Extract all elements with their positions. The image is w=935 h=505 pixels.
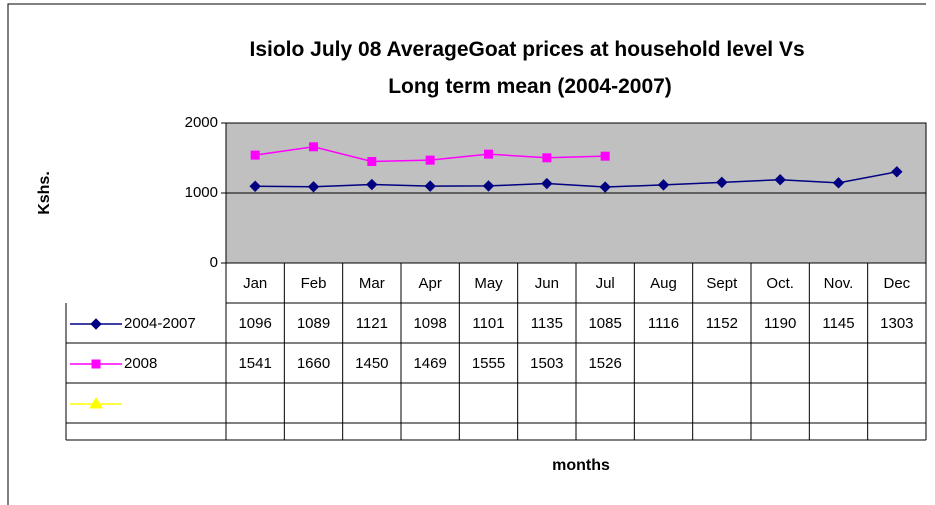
table-value: 1450 xyxy=(355,355,388,372)
marker xyxy=(484,149,493,159)
series-line xyxy=(255,171,897,188)
legend-label: 2008 xyxy=(124,355,157,372)
y-tick-label: 0 xyxy=(210,254,218,271)
x-tick-label: Jan xyxy=(243,275,267,292)
y-tick-label: 1000 xyxy=(185,184,218,201)
marker xyxy=(367,157,377,166)
x-tick-label: Nov. xyxy=(824,275,854,292)
table-value: 1116 xyxy=(648,315,679,332)
marker xyxy=(309,142,318,152)
table-value: 1096 xyxy=(238,315,271,332)
x-tick-label: May xyxy=(474,275,503,292)
table-value: 1503 xyxy=(530,355,563,372)
table-value: 1145 xyxy=(822,315,854,332)
marker xyxy=(891,166,903,178)
marker xyxy=(90,318,102,330)
marker xyxy=(599,181,611,193)
chart-border xyxy=(7,3,926,505)
marker xyxy=(542,153,552,163)
marker xyxy=(600,151,610,161)
marker xyxy=(832,177,845,189)
marker xyxy=(249,180,261,192)
table-value: 1152 xyxy=(706,315,738,332)
marker xyxy=(541,177,553,190)
marker xyxy=(366,178,378,191)
table-value: 1555 xyxy=(472,355,505,372)
table-value: 1660 xyxy=(297,355,330,372)
table-value: 1101 xyxy=(472,315,504,332)
table-value: 1303 xyxy=(880,315,913,332)
marker xyxy=(91,359,101,369)
title-line: Isiolo July 08 AverageGoat prices at hou… xyxy=(250,38,805,61)
marker xyxy=(716,176,728,189)
table-value: 1098 xyxy=(413,315,446,332)
y-tick-label: 2000 xyxy=(185,114,218,131)
table-value: 1469 xyxy=(413,355,446,372)
y-axis-label: Kshs. xyxy=(36,171,53,215)
marker xyxy=(482,180,495,192)
x-tick-label: Jul xyxy=(596,275,615,292)
x-axis-label: months xyxy=(552,457,610,474)
x-tick-label: Sept xyxy=(706,275,738,292)
table-value: 1121 xyxy=(356,315,388,332)
x-tick-label: Apr xyxy=(418,275,441,292)
x-tick-label: Dec xyxy=(883,275,910,292)
marker xyxy=(774,173,786,186)
table-value: 1085 xyxy=(588,315,621,332)
title-line: Long term mean (2004-2007) xyxy=(388,75,672,98)
x-tick-label: Mar xyxy=(359,275,385,292)
table-value: 1526 xyxy=(588,355,621,372)
marker xyxy=(425,155,435,165)
marker xyxy=(307,181,320,193)
marker xyxy=(657,179,670,191)
table-value: 1089 xyxy=(297,315,330,332)
marker xyxy=(89,397,103,409)
x-tick-label: Aug xyxy=(650,275,677,292)
table-value: 1135 xyxy=(531,315,563,332)
marker xyxy=(424,180,436,192)
x-tick-label: Feb xyxy=(301,275,327,292)
legend-label: 2004-2007 xyxy=(124,315,196,332)
x-tick-label: Jun xyxy=(535,275,559,292)
marker xyxy=(250,150,260,160)
table-value: 1541 xyxy=(238,355,271,372)
table-value: 1190 xyxy=(764,315,796,332)
chart-title: Isiolo July 08 AverageGoat prices at hou… xyxy=(250,38,811,98)
x-tick-label: Oct. xyxy=(766,275,794,292)
